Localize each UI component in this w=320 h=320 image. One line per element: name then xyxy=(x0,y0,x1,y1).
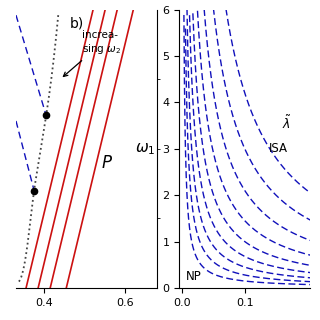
Text: ISA: ISA xyxy=(268,142,288,155)
Text: NP: NP xyxy=(186,270,201,283)
Text: $\tilde{\lambda}$: $\tilde{\lambda}$ xyxy=(282,115,292,132)
Text: P: P xyxy=(101,154,111,172)
Text: b): b) xyxy=(70,17,84,30)
Y-axis label: $\omega_1$: $\omega_1$ xyxy=(135,141,156,157)
Text: increa-
sing $\omega_2$: increa- sing $\omega_2$ xyxy=(63,30,122,76)
